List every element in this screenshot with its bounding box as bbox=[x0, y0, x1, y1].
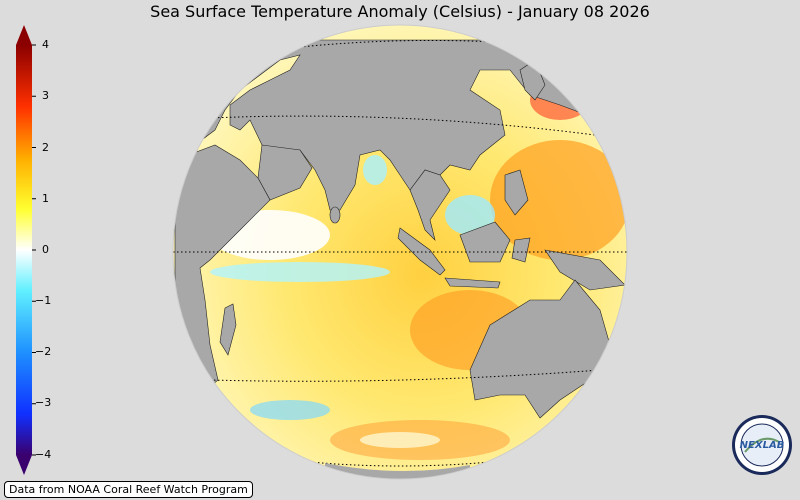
cool-patch bbox=[445, 195, 495, 235]
cool-patch bbox=[250, 400, 330, 420]
globe-outline bbox=[172, 24, 628, 480]
gridline bbox=[209, 369, 601, 382]
neutral-patch bbox=[360, 432, 440, 448]
philippines bbox=[504, 169, 529, 216]
colorbar-tick-label: −3 bbox=[35, 396, 52, 409]
cool-patch bbox=[210, 262, 390, 282]
cool-patch bbox=[363, 155, 387, 185]
colorbar-max-arrow bbox=[16, 25, 32, 45]
gridline bbox=[299, 39, 541, 48]
java bbox=[444, 277, 501, 289]
colorbar-tick-label: −1 bbox=[35, 294, 52, 307]
colorbar-tick-label: −4 bbox=[35, 448, 52, 461]
warm-patch bbox=[490, 140, 627, 260]
colorbar-tick-label: 2 bbox=[42, 141, 49, 154]
colorbar-tick-label: 0 bbox=[42, 243, 49, 256]
nexlab-logo-icon: NEXLAB bbox=[732, 415, 792, 475]
indochina bbox=[409, 169, 451, 241]
land bbox=[174, 39, 627, 419]
madagascar bbox=[219, 303, 237, 356]
colorbar-tick-label: 4 bbox=[42, 38, 49, 51]
gridline bbox=[309, 461, 491, 467]
australia bbox=[469, 279, 611, 419]
data-credit: Data from NOAA Coral Reef Watch Program bbox=[4, 481, 253, 498]
colorbar-min-arrow bbox=[16, 455, 32, 475]
gridlines bbox=[173, 39, 627, 467]
globe bbox=[173, 25, 627, 479]
colorbar-gradient bbox=[16, 45, 32, 455]
sri-lanka bbox=[329, 206, 341, 224]
logo-text: NEXLAB bbox=[740, 440, 785, 451]
colorbar-tick-label: 1 bbox=[42, 192, 49, 205]
colorbar-tick-label: −2 bbox=[35, 345, 52, 358]
map-title: Sea Surface Temperature Anomaly (Celsius… bbox=[150, 2, 650, 21]
new-guinea bbox=[544, 249, 626, 291]
colorbar bbox=[16, 25, 36, 475]
colorbar-tick-label: 3 bbox=[42, 89, 49, 102]
